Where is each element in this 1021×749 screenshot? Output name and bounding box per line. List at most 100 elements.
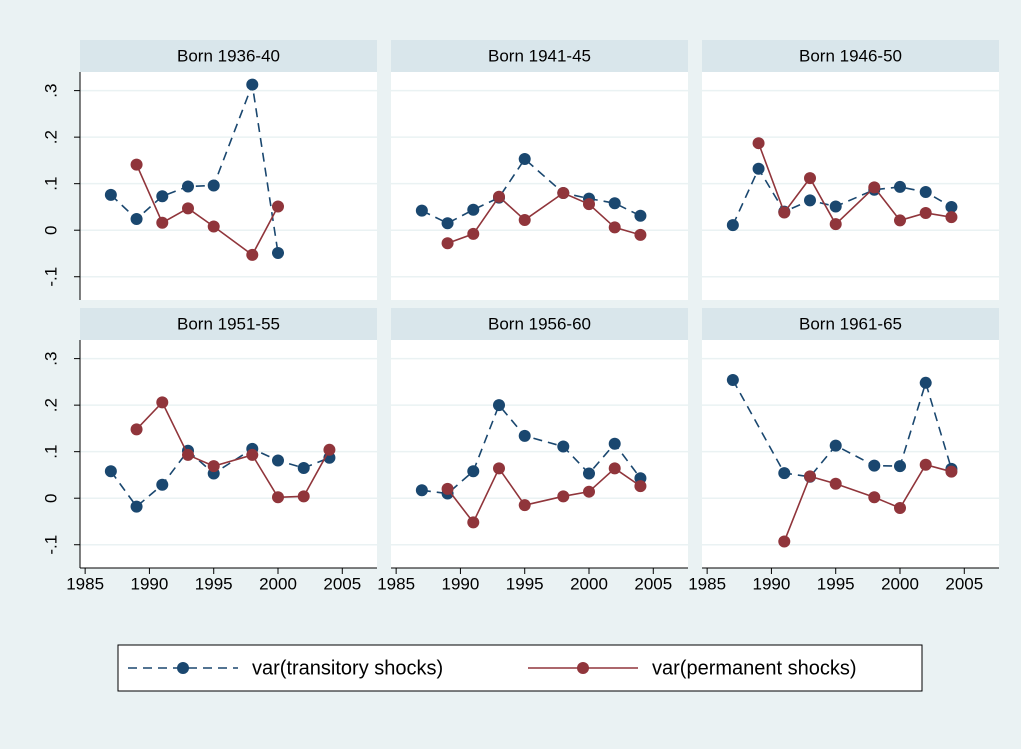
series-marker [608, 462, 621, 475]
series-marker [778, 535, 791, 548]
series-marker [182, 202, 194, 215]
y-tick-label: -.1 [41, 267, 60, 287]
series-marker [493, 462, 505, 475]
series-marker [518, 499, 531, 512]
panel-title: Born 1946-50 [799, 46, 902, 65]
plot-area [80, 72, 377, 300]
y-tick-label: 0 [41, 493, 60, 502]
series-marker [726, 374, 739, 387]
y-tick-label: .2 [41, 130, 60, 144]
series-marker [945, 211, 958, 224]
series-marker [894, 501, 906, 514]
series-marker [130, 213, 143, 226]
series-marker [894, 180, 906, 193]
panel-header [80, 308, 377, 340]
series-marker [919, 186, 932, 199]
series-marker [634, 480, 647, 493]
x-tick-label: 1990 [442, 574, 480, 593]
series-marker [297, 461, 310, 474]
series-marker [130, 423, 143, 436]
series-marker [518, 429, 531, 442]
panel-title: Born 1941-45 [488, 46, 591, 65]
x-tick-label: 1990 [131, 574, 169, 593]
series-marker [272, 491, 284, 504]
series-marker [182, 180, 194, 193]
series-marker [804, 194, 816, 207]
panel-header [391, 308, 688, 340]
series-marker [583, 467, 595, 480]
series-line [135, 164, 279, 257]
series-marker [441, 237, 454, 250]
series-marker [829, 439, 842, 452]
series-marker [868, 181, 881, 194]
y-tick-label: .3 [41, 84, 60, 98]
y-tick-label: .1 [41, 177, 60, 191]
x-tick-label: 2005 [323, 574, 361, 593]
x-tick-label: 1985 [66, 574, 104, 593]
series-marker [207, 460, 220, 473]
series-marker [467, 516, 480, 529]
series-marker [583, 198, 595, 211]
series-marker [868, 491, 881, 504]
series-marker [894, 214, 906, 227]
plot-area [391, 340, 688, 568]
series-marker [467, 203, 480, 216]
y-tick-label: 0 [41, 225, 60, 234]
series-marker [518, 153, 531, 166]
series-marker [207, 179, 220, 192]
series-marker [608, 221, 621, 234]
series-marker [634, 209, 647, 222]
series-marker [272, 200, 284, 213]
panel-header [80, 40, 377, 72]
panel-title: Born 1951-55 [177, 314, 280, 333]
series-marker [246, 448, 259, 461]
series-marker [246, 78, 259, 91]
series-marker [557, 440, 570, 453]
x-tick-label: 1985 [688, 574, 726, 593]
series-marker [104, 188, 117, 201]
series-marker [778, 206, 791, 219]
series-marker [778, 467, 791, 480]
series-marker [156, 396, 169, 409]
series-marker [557, 186, 570, 199]
series-marker [752, 137, 765, 150]
plot-area [702, 72, 999, 300]
legend-label: var(permanent shocks) [652, 657, 857, 679]
series-marker [415, 204, 428, 217]
legend-marker [577, 662, 589, 674]
panel-title: Born 1961-65 [799, 314, 902, 333]
series-marker [272, 454, 284, 467]
x-tick-label: 1995 [817, 574, 855, 593]
series-marker [829, 477, 842, 490]
legend-marker [177, 662, 189, 674]
series-marker [919, 376, 932, 389]
plot-area [391, 72, 688, 300]
series-marker [829, 218, 842, 231]
series-marker [726, 219, 739, 232]
series-marker [919, 206, 932, 219]
series-marker [467, 227, 480, 240]
x-tick-label: 1985 [377, 574, 415, 593]
series-marker [130, 500, 143, 513]
series-marker [156, 478, 169, 491]
series-marker [156, 216, 169, 229]
series-marker [104, 465, 117, 478]
panel-title: Born 1936-40 [177, 46, 280, 65]
series-marker [467, 465, 480, 478]
series-marker [493, 190, 505, 203]
legend [117, 644, 923, 692]
y-tick-label: .1 [41, 445, 60, 459]
x-tick-label: 1990 [753, 574, 791, 593]
series-marker [557, 490, 570, 503]
series-marker [583, 485, 595, 498]
series-marker [441, 482, 454, 495]
series-marker [804, 470, 816, 483]
plot-area [702, 340, 999, 568]
series-marker [246, 248, 259, 261]
series-marker [894, 460, 906, 473]
x-tick-label: 1995 [506, 574, 544, 593]
x-tick-label: 2000 [570, 574, 608, 593]
series-marker [945, 200, 958, 213]
series-marker [156, 190, 169, 203]
